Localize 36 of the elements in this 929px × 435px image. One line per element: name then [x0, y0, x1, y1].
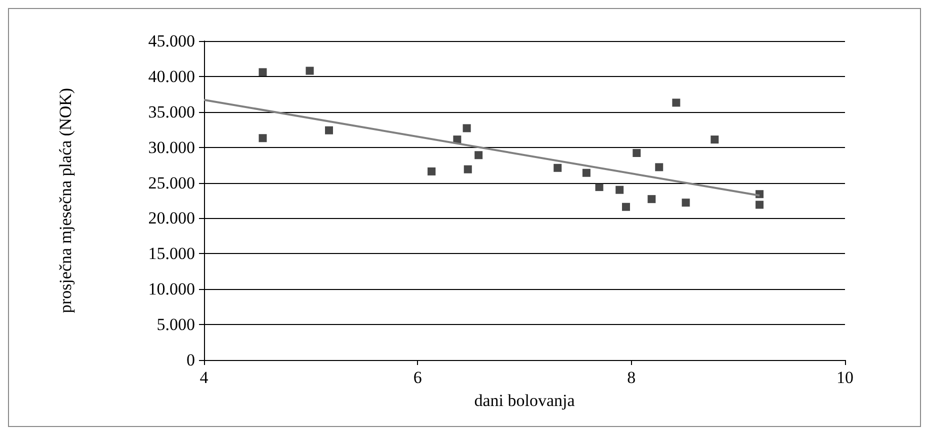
y-axis-title: prosječna mjesečna plaća (NOK): [56, 88, 75, 314]
point: [258, 68, 267, 76]
y-tick-label: 5.000: [156, 315, 195, 334]
point: [616, 186, 624, 194]
point: [462, 124, 471, 132]
point: [710, 136, 719, 144]
point: [672, 98, 680, 107]
y-tick-label: 30.000: [148, 138, 195, 157]
x-tick-label: 4: [200, 368, 209, 387]
point: [554, 164, 562, 172]
point: [258, 134, 267, 142]
point: [474, 151, 483, 160]
point: [464, 165, 472, 174]
y-tick-label: 45.000: [148, 32, 195, 50]
point: [428, 167, 436, 176]
point: [648, 195, 656, 204]
y-tick-label: 40.000: [148, 66, 195, 86]
y-tick-label: 15.000: [148, 244, 195, 264]
x-tick-label: 8: [627, 368, 636, 387]
y-tick-label: 10.000: [148, 280, 195, 299]
x-axis-title: dani bolovanja: [474, 391, 576, 410]
y-tick-label: 20.000: [148, 208, 195, 228]
x-tick-label: 6: [413, 368, 422, 387]
point: [682, 198, 690, 207]
point: [306, 66, 314, 75]
point: [324, 126, 333, 134]
point: [582, 168, 590, 177]
point: [595, 183, 604, 192]
y-tick-label: 0: [186, 350, 195, 370]
y-tick-label: 35.000: [148, 102, 195, 122]
point: [655, 163, 664, 172]
point: [756, 200, 764, 209]
y-tick-label: 25.000: [148, 173, 195, 192]
point: [622, 202, 630, 211]
point: [632, 149, 641, 158]
x-tick-label: 10: [836, 368, 854, 387]
